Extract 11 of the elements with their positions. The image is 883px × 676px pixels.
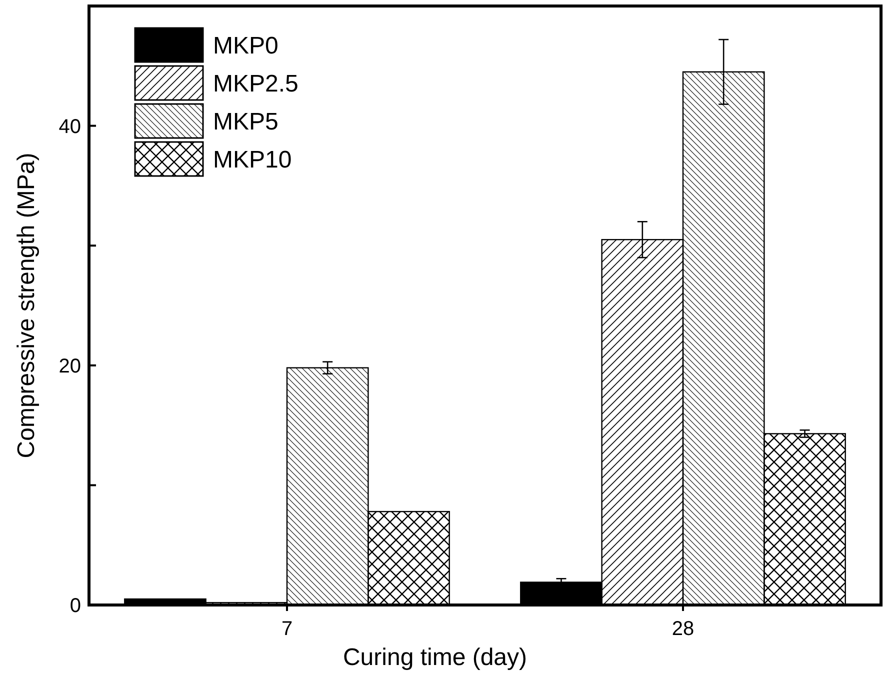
y-tick-label: 0 [70, 595, 81, 617]
y-tick-label: 20 [58, 355, 81, 378]
legend-label: MKP2.5 [213, 70, 298, 98]
x-tick-label: 28 [672, 618, 694, 640]
y-axis-title: Compressive strength (MPa) [13, 152, 40, 458]
y-tick-label: 40 [58, 116, 81, 138]
x-tick-label: 7 [281, 618, 293, 640]
x-axis-title: Curing time (day) [342, 644, 528, 671]
legend-label: MKP5 [213, 108, 278, 136]
legend-label: MKP0 [213, 32, 278, 60]
legend-label: MKP10 [213, 146, 292, 174]
